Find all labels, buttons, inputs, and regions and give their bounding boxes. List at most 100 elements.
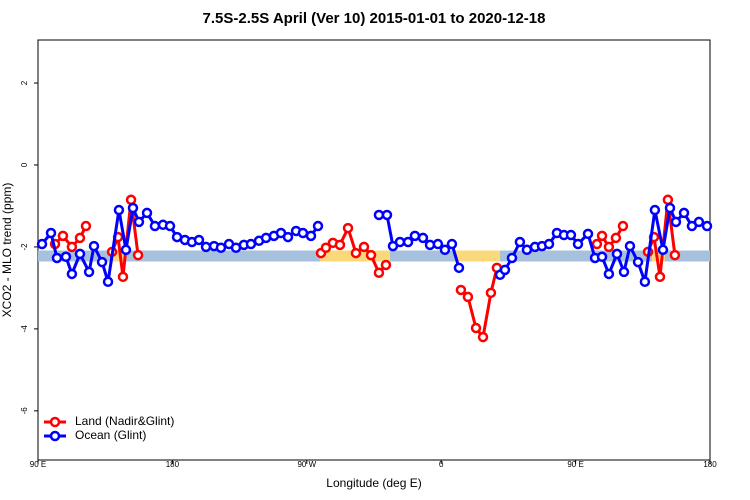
legend-marker	[49, 416, 61, 428]
data-point	[74, 248, 86, 260]
data-point	[57, 230, 69, 242]
data-point	[66, 268, 78, 280]
data-point	[132, 249, 144, 261]
data-point	[125, 194, 137, 206]
data-point	[669, 249, 681, 261]
x-tick-label: 180	[166, 460, 180, 469]
x-tick-label: 90 W	[297, 460, 316, 469]
data-point	[439, 244, 451, 256]
y-tick-label: -4	[20, 325, 29, 333]
data-point	[120, 244, 132, 256]
data-point	[365, 249, 377, 261]
data-point	[603, 241, 615, 253]
legend-marker	[49, 430, 61, 442]
data-point	[662, 194, 674, 206]
data-point	[624, 240, 636, 252]
data-point	[521, 244, 533, 256]
data-point	[678, 207, 690, 219]
x-axis-label: Longitude (deg E)	[326, 476, 421, 490]
data-point	[649, 204, 661, 216]
data-point	[654, 271, 666, 283]
x-tick-label: 90 E	[30, 460, 46, 469]
data-point	[432, 238, 444, 250]
data-point	[83, 266, 95, 278]
data-point	[402, 236, 414, 248]
data-point	[514, 236, 526, 248]
data-point	[60, 251, 72, 263]
data-point	[693, 216, 705, 228]
data-point	[409, 230, 421, 242]
y-axis-label: XCO2 - MLO trend (ppm)	[0, 183, 14, 318]
data-point	[499, 264, 511, 276]
data-point	[603, 268, 615, 280]
data-point	[611, 248, 623, 260]
data-point	[381, 209, 393, 221]
data-point	[127, 202, 139, 214]
y-tick-label: 2	[20, 80, 29, 85]
data-point	[334, 239, 346, 251]
data-point	[149, 220, 161, 232]
legend-label: Ocean (Glint)	[75, 428, 146, 442]
x-tick-label: 90 E	[567, 460, 583, 469]
data-point	[164, 220, 176, 232]
data-point	[45, 227, 57, 239]
data-point	[51, 252, 63, 264]
chart-title: 7.5S-2.5S April (Ver 10) 2015-01-01 to 2…	[203, 10, 546, 27]
data-point	[320, 242, 332, 253]
data-point	[96, 256, 108, 268]
data-point	[582, 228, 594, 240]
data-point	[88, 240, 100, 252]
data-point	[113, 204, 125, 216]
data-point	[297, 227, 309, 239]
data-point	[664, 202, 676, 214]
data-point	[358, 241, 370, 253]
data-point	[394, 236, 406, 248]
data-point	[215, 242, 227, 253]
data-point	[373, 209, 385, 221]
data-point	[639, 276, 651, 288]
data-point	[133, 216, 145, 228]
data-point	[591, 238, 603, 250]
data-point	[565, 229, 577, 241]
data-point	[417, 232, 429, 244]
data-point	[66, 241, 78, 253]
plot-frame	[37, 39, 711, 461]
data-point	[282, 231, 294, 243]
x-tick-label: 180	[703, 460, 717, 469]
data-point	[701, 220, 713, 232]
data-point	[618, 266, 630, 278]
data-point	[102, 276, 114, 288]
y-tick-label: 0	[20, 162, 29, 167]
data-point	[305, 230, 317, 242]
data-point	[617, 220, 629, 232]
x-tick-label: 0	[439, 460, 444, 469]
data-point	[485, 287, 497, 299]
data-point	[596, 230, 608, 242]
data-point	[572, 238, 584, 250]
data-point	[506, 252, 518, 264]
data-point	[380, 259, 392, 271]
data-point	[477, 331, 489, 343]
y-tick-label: -2	[20, 243, 29, 251]
data-point	[117, 271, 129, 283]
data-point	[80, 220, 92, 232]
series-line	[53, 199, 677, 341]
data-point	[455, 284, 467, 296]
data-point	[342, 222, 354, 234]
data-point	[670, 216, 682, 228]
data-point	[610, 232, 622, 244]
data-point	[373, 267, 385, 278]
y-tick-label: -6	[20, 407, 29, 415]
data-point	[462, 291, 474, 303]
data-point	[657, 244, 669, 256]
data-point	[632, 256, 644, 268]
data-point	[543, 238, 555, 250]
data-point	[453, 262, 465, 274]
data-point	[200, 241, 212, 253]
data-point	[141, 207, 153, 219]
data-point	[596, 251, 608, 263]
data-point	[245, 238, 257, 250]
data-point	[470, 322, 482, 334]
data-point	[312, 220, 324, 232]
